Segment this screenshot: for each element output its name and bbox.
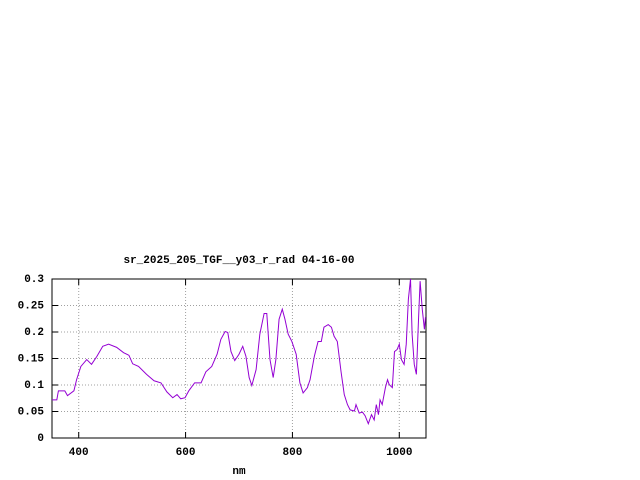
y-tick-label: 0.2 bbox=[24, 327, 44, 339]
x-tick-label: 600 bbox=[176, 447, 196, 459]
chart-title: sr_2025_205_TGF__y03_r_rad 04-16-00 bbox=[123, 255, 354, 267]
y-tick-label: 0.05 bbox=[18, 406, 45, 418]
x-tick-label: 400 bbox=[69, 447, 89, 459]
data-line bbox=[52, 278, 426, 426]
y-tick-label: 0.3 bbox=[24, 274, 44, 286]
y-tick-label: 0 bbox=[37, 433, 44, 445]
x-tick-label: 800 bbox=[283, 447, 303, 459]
y-tick-label: 0.1 bbox=[24, 380, 44, 392]
x-tick-label: 1000 bbox=[386, 447, 412, 459]
y-tick-label: 0.25 bbox=[18, 300, 45, 312]
x-axis-label: nm bbox=[232, 466, 246, 478]
plot-frame bbox=[51, 278, 427, 439]
y-tick-label: 0.15 bbox=[18, 353, 45, 365]
